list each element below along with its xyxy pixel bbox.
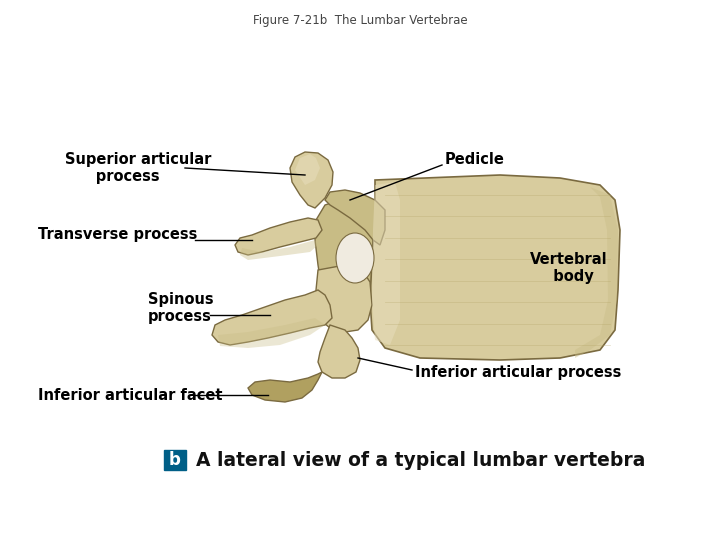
Ellipse shape: [336, 233, 374, 283]
Polygon shape: [372, 182, 400, 345]
Text: A lateral view of a typical lumbar vertebra: A lateral view of a typical lumbar verte…: [196, 450, 645, 469]
Polygon shape: [290, 152, 333, 208]
FancyBboxPatch shape: [164, 450, 186, 470]
Polygon shape: [235, 218, 322, 255]
Polygon shape: [248, 372, 322, 402]
Text: Inferior articular process: Inferior articular process: [415, 364, 621, 380]
Polygon shape: [325, 190, 385, 245]
Text: Vertebral
  body: Vertebral body: [530, 252, 608, 284]
Text: Inferior articular facet: Inferior articular facet: [38, 388, 222, 402]
Text: Transverse process: Transverse process: [38, 227, 197, 242]
Text: Figure 7-21b  The Lumbar Vertebrae: Figure 7-21b The Lumbar Vertebrae: [253, 14, 467, 27]
Polygon shape: [575, 187, 618, 358]
Polygon shape: [240, 240, 318, 260]
Polygon shape: [315, 265, 372, 332]
Text: Pedicle: Pedicle: [445, 152, 505, 167]
Text: Superior articular
      process: Superior articular process: [65, 152, 212, 184]
Polygon shape: [315, 198, 380, 318]
Polygon shape: [212, 290, 332, 345]
Polygon shape: [295, 154, 320, 185]
Polygon shape: [370, 175, 620, 360]
Polygon shape: [318, 325, 360, 378]
Text: Spinous
process: Spinous process: [148, 292, 214, 324]
Polygon shape: [218, 318, 325, 348]
Text: b: b: [169, 451, 181, 469]
